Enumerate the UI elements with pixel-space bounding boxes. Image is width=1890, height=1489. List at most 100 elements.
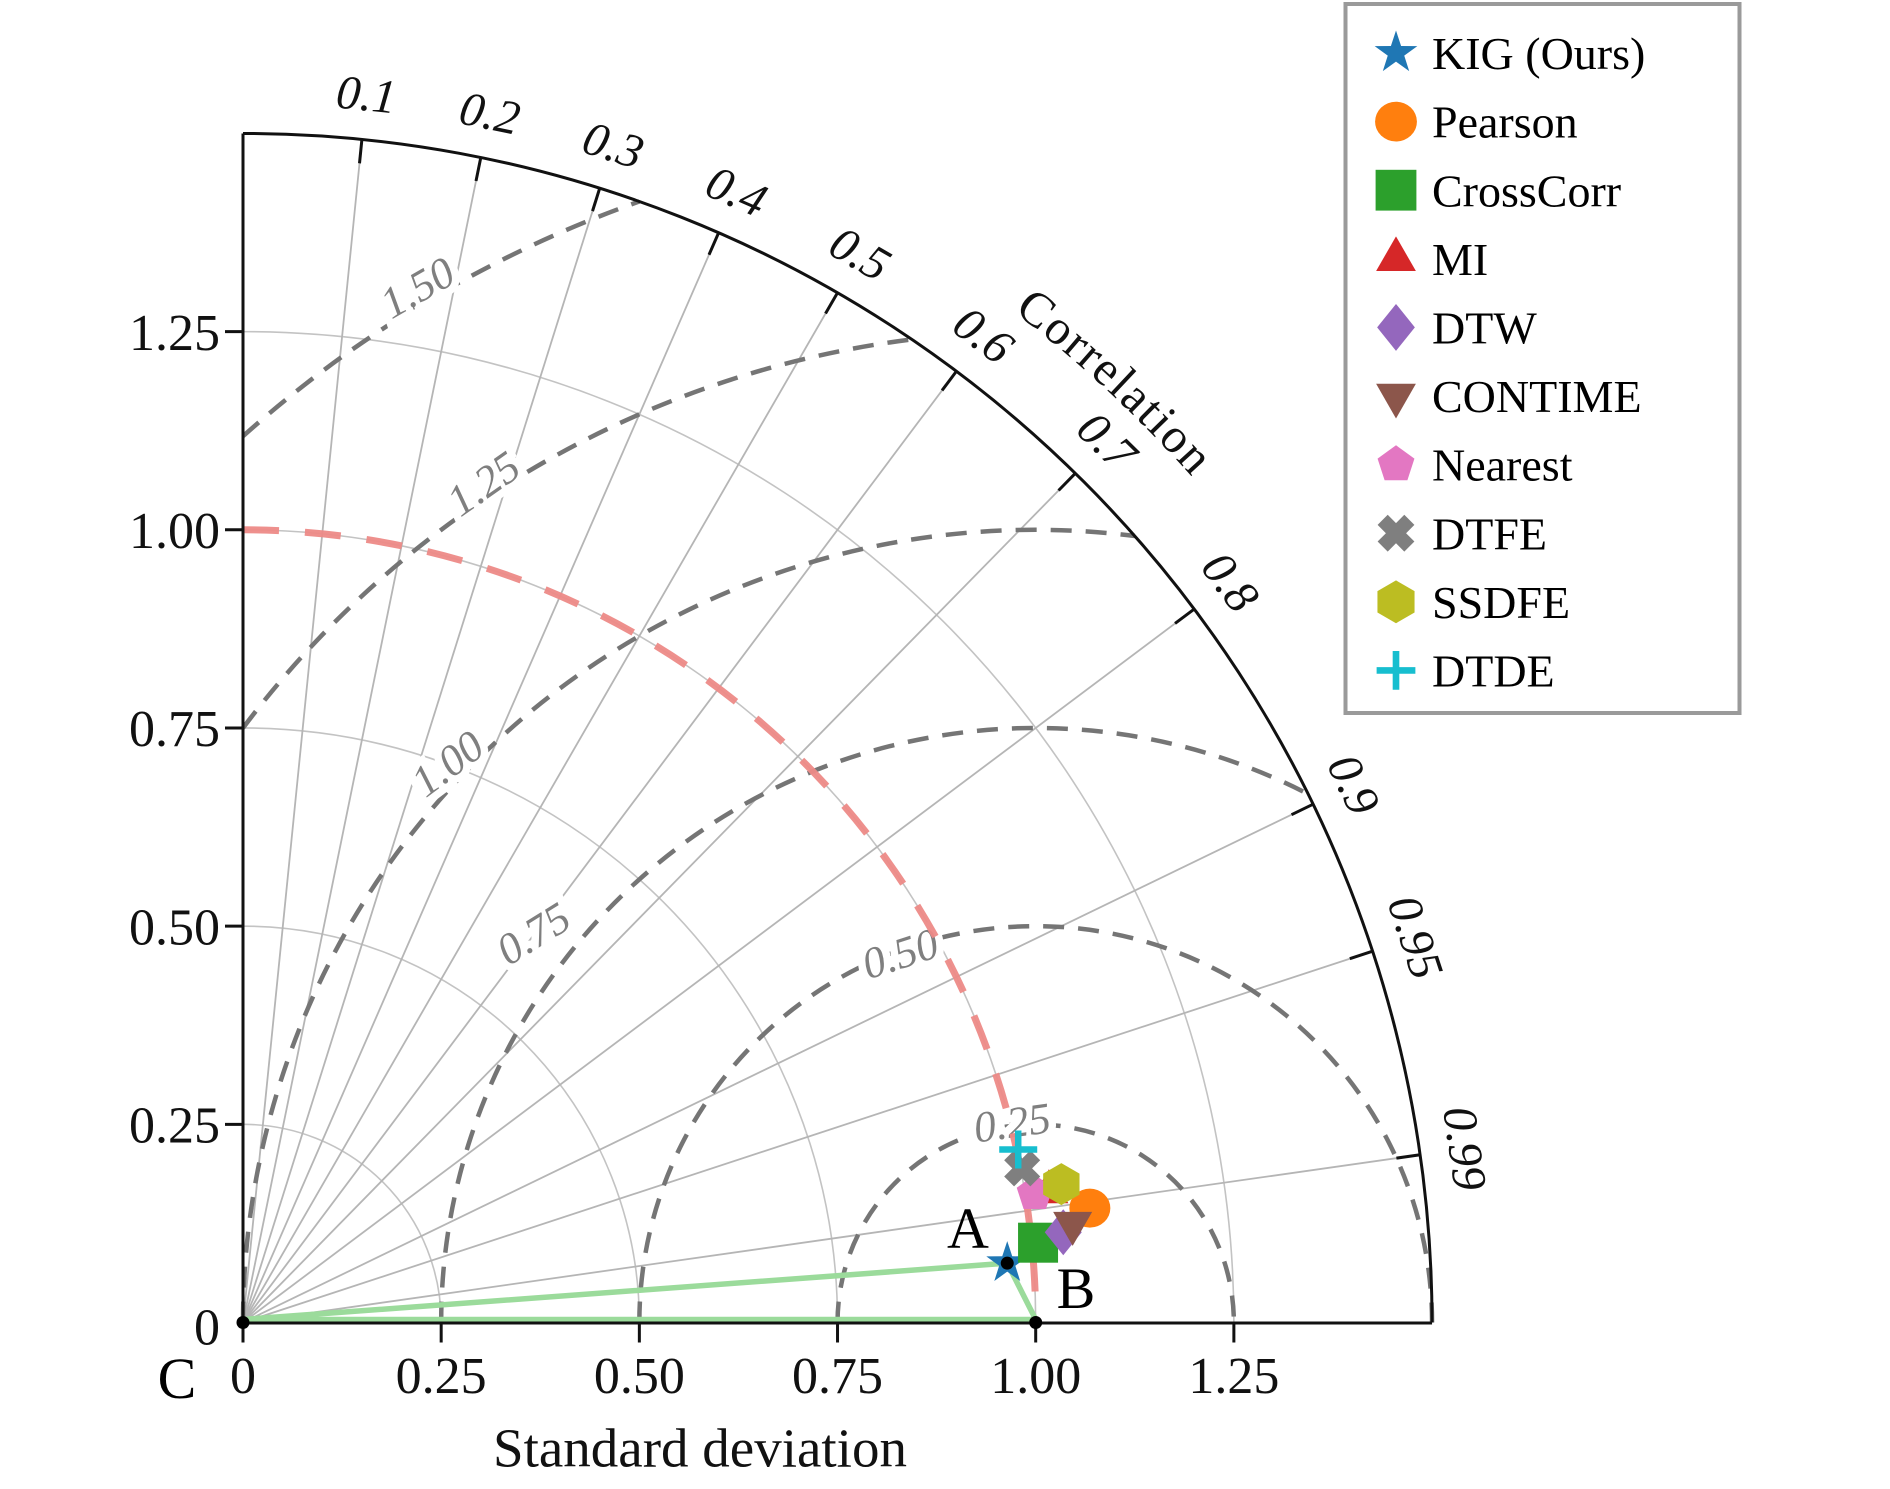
correlation-tick-0.7 — [1057, 472, 1077, 492]
correlation-ray-0.1 — [242, 139, 363, 1323]
correlation-tick-0.99 — [1396, 1153, 1421, 1160]
correlation-ray-0.9 — [242, 803, 1314, 1324]
axes-frame-layer — [225, 131, 1434, 1343]
legend-label: KIG (Ours) — [1432, 28, 1645, 79]
point-b-dot — [1029, 1316, 1043, 1329]
marker-contime — [1053, 1211, 1093, 1246]
correlation-tick-0.1 — [358, 139, 364, 164]
correlation-ray-0.6 — [242, 370, 958, 1324]
y-tick-label-0.75: 0.75 — [129, 701, 220, 758]
correlation-tick-0.5 — [824, 292, 839, 315]
marker-dtfe — [1004, 1150, 1041, 1187]
correlation-tick-label-0.4: 0.4 — [698, 155, 774, 228]
rmse-contour-0.25 — [835, 1122, 1237, 1323]
legend-item-mi[interactable]: MI — [1376, 234, 1488, 285]
std-grid-arc-1.25 — [242, 330, 1235, 1323]
legend-item-dtw[interactable]: DTW — [1377, 303, 1537, 354]
correlation-tick-0.8 — [1174, 607, 1196, 625]
skill-triangle-layer — [240, 1260, 1039, 1323]
reference-std-arc — [242, 526, 1040, 1323]
legend-label: Nearest — [1432, 440, 1573, 491]
legend-marker-xmark-icon — [1377, 514, 1415, 552]
correlation-tick-label-0.95: 0.95 — [1377, 889, 1454, 985]
correlation-tick-label-0.5: 0.5 — [821, 216, 899, 292]
rmse-contour-1.5 — [241, 199, 641, 438]
legend-marker-diamond-icon — [1377, 303, 1415, 351]
legend-marker-triangle-up-icon — [1376, 236, 1416, 272]
annotation-label-b: B — [1057, 1256, 1096, 1321]
correlation-ray-0.7 — [242, 472, 1076, 1324]
correlation-tick-label-0.2: 0.2 — [455, 82, 524, 146]
legend-item-crosscorr[interactable]: CrossCorr — [1375, 165, 1622, 216]
rmse-contours-layer — [240, 199, 1435, 1323]
correlation-tick-label-0.3: 0.3 — [577, 111, 650, 180]
legend-item-dtde[interactable]: DTDE — [1376, 646, 1555, 697]
legend-marker-triangle-down-icon — [1376, 383, 1416, 419]
legend-item-pearson[interactable]: Pearson — [1375, 97, 1578, 148]
y-tick-label-1.00: 1.00 — [129, 503, 220, 560]
legend-marker-square-icon — [1375, 169, 1417, 211]
correlation-tick-label-0.6: 0.6 — [943, 296, 1023, 374]
point-a-dot — [1000, 1256, 1014, 1270]
correlation-ray-0.3 — [242, 187, 601, 1323]
correlation-tick-label-0.8: 0.8 — [1191, 542, 1269, 622]
legend-label: Pearson — [1432, 97, 1578, 148]
correlation-tick-label-0.9: 0.9 — [1316, 746, 1390, 823]
legend-item-nearest[interactable]: Nearest — [1377, 440, 1573, 491]
x-tick-label-0.50: 0.50 — [594, 1348, 685, 1405]
correlation-tick-0.3 — [591, 187, 602, 212]
legend-item-dtfe[interactable]: DTFE — [1377, 508, 1547, 559]
correlation-ray-0.99 — [242, 1153, 1421, 1324]
correlation-tick-0.95 — [1349, 949, 1374, 961]
x-tick-label-0.75: 0.75 — [792, 1348, 883, 1405]
correlation-ray-0.95 — [242, 950, 1373, 1324]
correlation-tick-label-0.1: 0.1 — [334, 66, 399, 125]
legend: KIG (Ours) Pearson CrossCorr MI DTW CONTIME Ne… — [1343, 2, 1742, 715]
legend-marker-star-icon — [1374, 30, 1418, 72]
y-tick-label-0.25: 0.25 — [129, 1098, 220, 1155]
y-tick-label-0: 0 — [194, 1300, 220, 1357]
correlation-tick-label-0.99: 0.99 — [1432, 1103, 1496, 1194]
y-tick-label-1.25: 1.25 — [129, 305, 220, 362]
outer-arc — [242, 131, 1434, 1323]
correlation-tick-0.2 — [474, 157, 483, 182]
rmse-contour-label-0.75: 0.75 — [488, 893, 579, 975]
legend-label: DTW — [1432, 303, 1537, 354]
std-grid-arc-0.75 — [242, 727, 839, 1323]
legend-item-ssdfe[interactable]: SSDFE — [1377, 577, 1570, 628]
rmse-contour-label-1.50: 1.50 — [372, 247, 463, 328]
legend-marker-pentagon-icon — [1377, 445, 1415, 481]
legend-marker-plus-icon — [1376, 651, 1416, 690]
legend-item-kig-ours[interactable]: KIG (Ours) — [1374, 28, 1646, 79]
legend-item-contime[interactable]: CONTIME — [1376, 371, 1642, 422]
std-grid-arc-0.25 — [242, 1123, 442, 1323]
y-tick-label-0.50: 0.50 — [129, 899, 220, 956]
legend-label: DTDE — [1432, 646, 1555, 697]
legend-label: CONTIME — [1432, 371, 1642, 422]
annotation-label-a: A — [947, 1196, 989, 1261]
point-c-dot — [236, 1316, 250, 1329]
x-tick-label-1.00: 1.00 — [990, 1348, 1081, 1405]
annotation-label-c: C — [158, 1346, 197, 1411]
x-tick-label-0: 0 — [230, 1348, 256, 1405]
legend-marker-hexagon-icon — [1377, 580, 1415, 624]
correlation-tick-0.9 — [1290, 802, 1314, 817]
correlation-ray-0.5 — [242, 292, 839, 1323]
legend-label: DTFE — [1432, 508, 1547, 559]
legend-label: CrossCorr — [1432, 165, 1621, 216]
rmse-labels-layer: 0.250.500.751.001.251.50 — [364, 240, 1061, 1160]
legend-label: MI — [1432, 234, 1488, 285]
annotations-layer: A B C — [158, 1196, 1096, 1411]
legend-marker-circle-icon — [1375, 101, 1417, 142]
correlation-ray-0.2 — [242, 157, 482, 1323]
legend-label: SSDFE — [1432, 577, 1570, 628]
x-tick-label-1.25: 1.25 — [1188, 1348, 1279, 1405]
rmse-contour-label-1.00: 1.00 — [402, 721, 493, 806]
correlation-ray-0.8 — [242, 608, 1195, 1324]
rmse-contour-0.75 — [438, 725, 1310, 1323]
x-tick-label-0.25: 0.25 — [396, 1348, 487, 1405]
marker-ssdfe — [1043, 1163, 1080, 1206]
polar-grid-layer — [242, 139, 1421, 1324]
